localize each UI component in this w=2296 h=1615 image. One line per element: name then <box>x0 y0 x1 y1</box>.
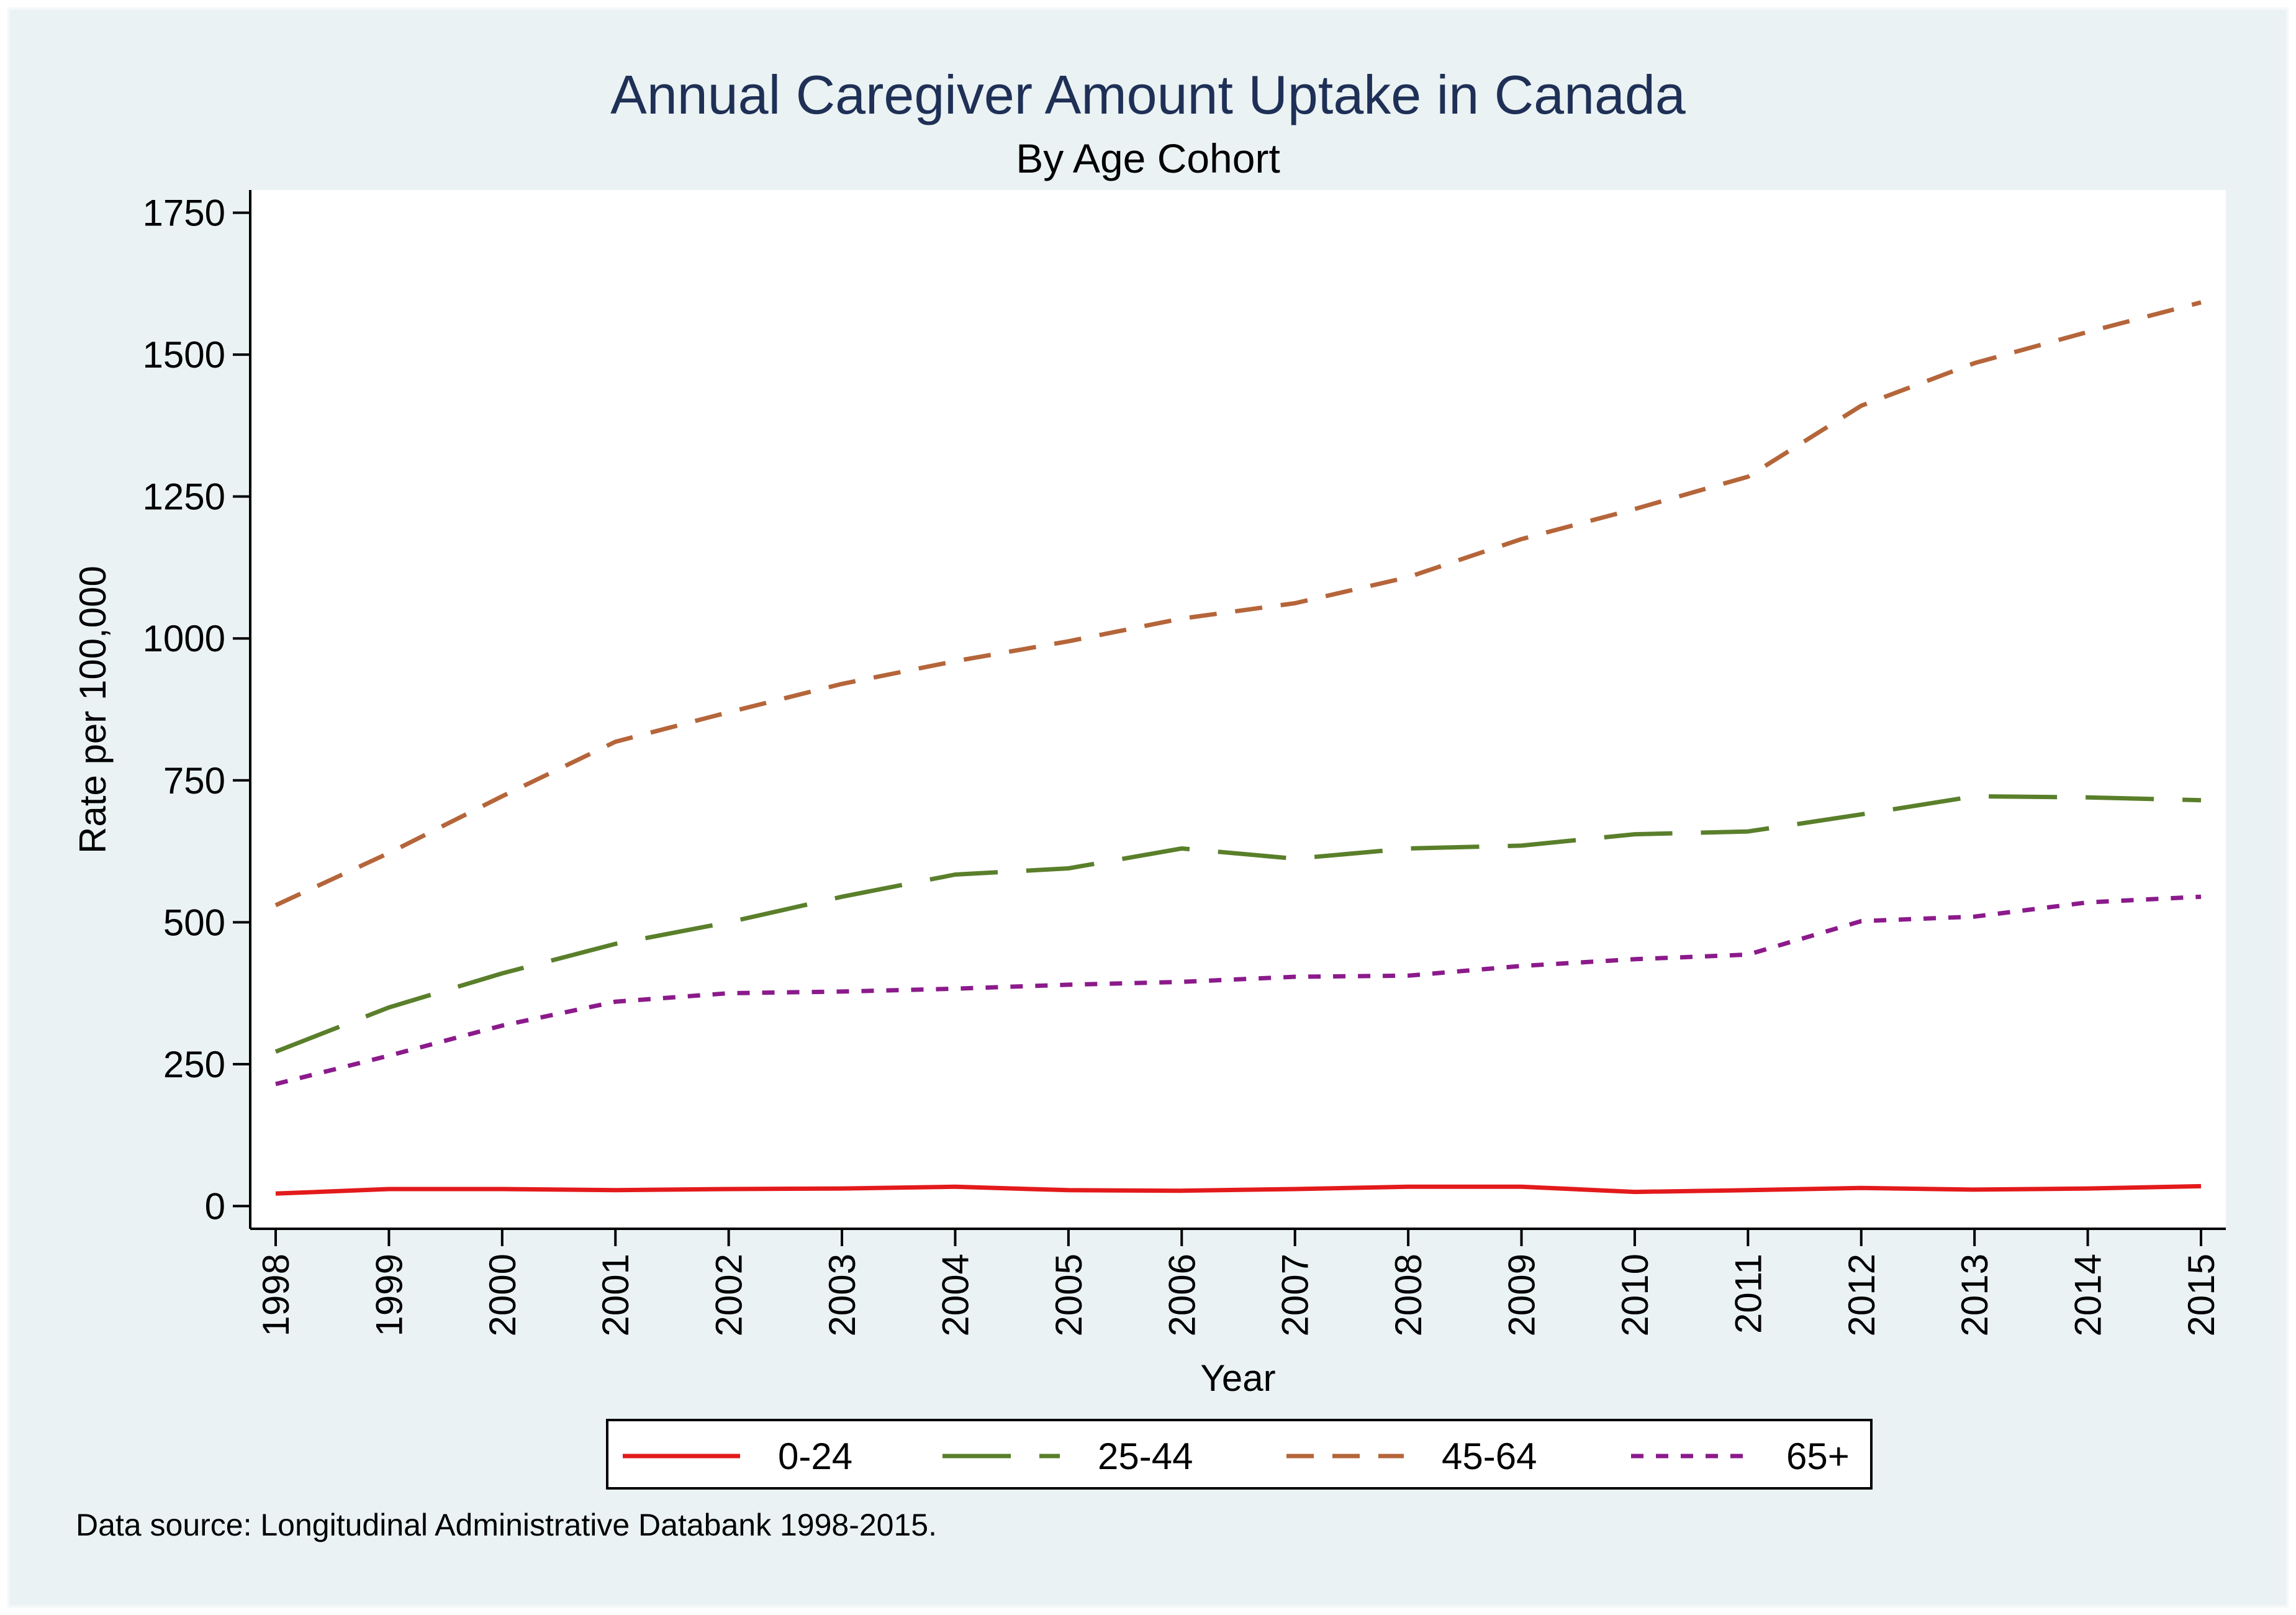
x-axis-title: Year <box>1200 1357 1275 1399</box>
legend-label: 25-44 <box>1098 1436 1193 1477</box>
y-tick-label: 1000 <box>143 618 225 659</box>
x-tick-label: 2004 <box>934 1254 976 1336</box>
x-tick-label: 2001 <box>595 1254 636 1336</box>
x-tick-label: 2011 <box>1727 1254 1769 1334</box>
y-axis-ticks: 0 250 500 750 1000 1250 1500 1750 <box>143 192 250 1227</box>
series-layer <box>274 300 2202 1196</box>
y-tick-label: 250 <box>163 1044 225 1085</box>
source-note: Data source: Longitudinal Administrative… <box>76 1508 937 1542</box>
x-tick-label: 2014 <box>2068 1254 2109 1336</box>
legend-label: 45-64 <box>1442 1436 1537 1477</box>
y-tick-label: 1250 <box>143 476 225 518</box>
legend: 0-24 25-44 45-64 65+ <box>606 1419 1873 1490</box>
series-line-0-24 <box>275 1183 2202 1196</box>
x-tick-label: 2000 <box>482 1254 523 1336</box>
legend-items: 0-24 25-44 45-64 65+ <box>623 1436 1850 1477</box>
x-tick-label: 2008 <box>1388 1254 1429 1336</box>
series-line-45-64 <box>274 300 2202 908</box>
x-tick-label: 2012 <box>1841 1254 1882 1336</box>
x-tick-label: 2013 <box>1954 1254 1995 1336</box>
y-axis-title: Rate per 100,000 <box>72 566 114 854</box>
plot-area <box>250 190 2226 1229</box>
y-tick-label: 1500 <box>143 334 225 376</box>
chart-subtitle: By Age Cohort <box>1016 135 1280 181</box>
x-tick-label: 1998 <box>255 1254 297 1336</box>
x-tick-label: 2007 <box>1275 1254 1316 1336</box>
x-tick-label: 2002 <box>708 1254 750 1336</box>
chart-title: Annual Caregiver Amount Uptake in Canada <box>610 64 1686 125</box>
legend-label: 0-24 <box>778 1436 852 1477</box>
y-tick-label: 1750 <box>143 192 225 234</box>
x-tick-label: 2005 <box>1048 1254 1090 1336</box>
x-tick-label: 2003 <box>821 1254 863 1336</box>
x-tick-label: 1999 <box>368 1254 410 1336</box>
x-axis-ticks: 1998 1999 2000 2001 2002 2003 2004 2005 2006 2007… <box>255 1229 2222 1336</box>
y-tick-label: 750 <box>163 760 225 802</box>
x-tick-label: 2009 <box>1501 1254 1543 1336</box>
x-tick-label: 2015 <box>2181 1254 2222 1336</box>
y-tick-label: 500 <box>163 902 225 943</box>
series-line-65plus <box>275 894 2202 1087</box>
x-tick-label: 2006 <box>1161 1254 1203 1336</box>
series-line-25-44 <box>274 794 2202 1054</box>
y-tick-label: 0 <box>205 1185 225 1227</box>
legend-label: 65+ <box>1786 1436 1850 1477</box>
x-tick-label: 2010 <box>1614 1254 1656 1336</box>
